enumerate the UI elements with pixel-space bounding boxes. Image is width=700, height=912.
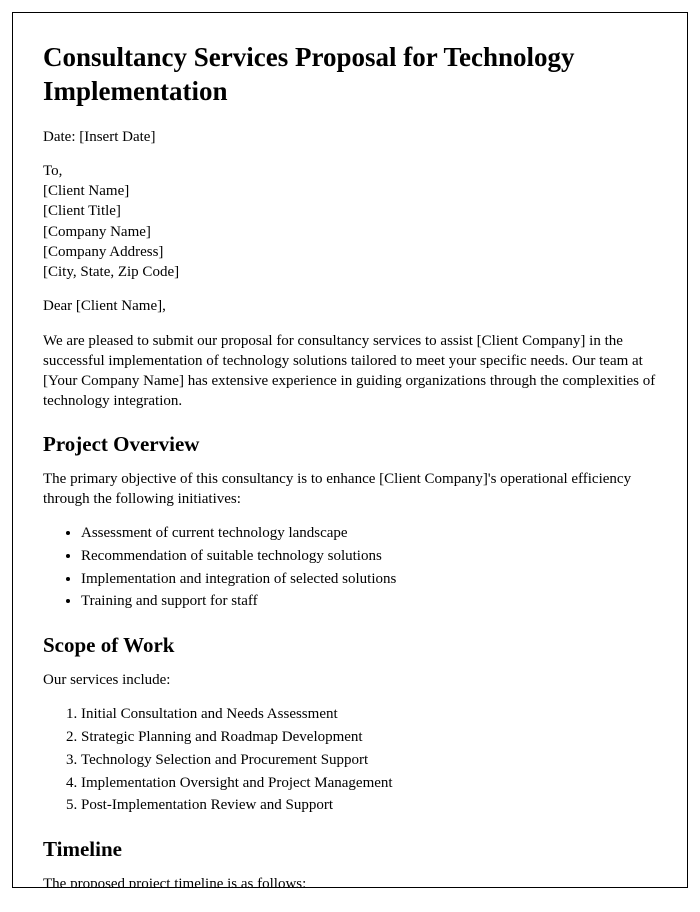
section-heading-scope-of-work: Scope of Work: [43, 633, 657, 658]
scope-of-work-lead: Our services include:: [43, 670, 657, 690]
timeline-lead: The proposed project timeline is as foll…: [43, 874, 657, 888]
list-item: Assessment of current technology landsca…: [81, 523, 657, 545]
list-item: Strategic Planning and Roadmap Developme…: [81, 727, 657, 749]
section-heading-timeline: Timeline: [43, 837, 657, 862]
section-heading-project-overview: Project Overview: [43, 432, 657, 457]
address-to: To,: [43, 161, 657, 181]
list-item: Implementation and integration of select…: [81, 569, 657, 591]
address-client-title: [Client Title]: [43, 201, 657, 221]
project-overview-lead: The primary objective of this consultanc…: [43, 469, 657, 510]
address-client-name: [Client Name]: [43, 181, 657, 201]
list-item: Training and support for staff: [81, 591, 657, 613]
scope-of-work-list: Initial Consultation and Needs Assessmen…: [43, 704, 657, 817]
salutation: Dear [Client Name],: [43, 296, 657, 316]
date-line: Date: [Insert Date]: [43, 127, 657, 147]
list-item: Initial Consultation and Needs Assessmen…: [81, 704, 657, 726]
address-company-name: [Company Name]: [43, 222, 657, 242]
list-item: Recommendation of suitable technology so…: [81, 546, 657, 568]
list-item: Post-Implementation Review and Support: [81, 795, 657, 817]
recipient-address-block: To, [Client Name] [Client Title] [Compan…: [43, 161, 657, 283]
document-title: Consultancy Services Proposal for Techno…: [43, 41, 657, 109]
project-overview-bullets: Assessment of current technology landsca…: [43, 523, 657, 613]
address-company-address: [Company Address]: [43, 242, 657, 262]
document-page: Consultancy Services Proposal for Techno…: [12, 12, 688, 888]
list-item: Technology Selection and Procurement Sup…: [81, 750, 657, 772]
list-item: Implementation Oversight and Project Man…: [81, 773, 657, 795]
address-city-state-zip: [City, State, Zip Code]: [43, 262, 657, 282]
intro-paragraph: We are pleased to submit our proposal fo…: [43, 331, 657, 412]
